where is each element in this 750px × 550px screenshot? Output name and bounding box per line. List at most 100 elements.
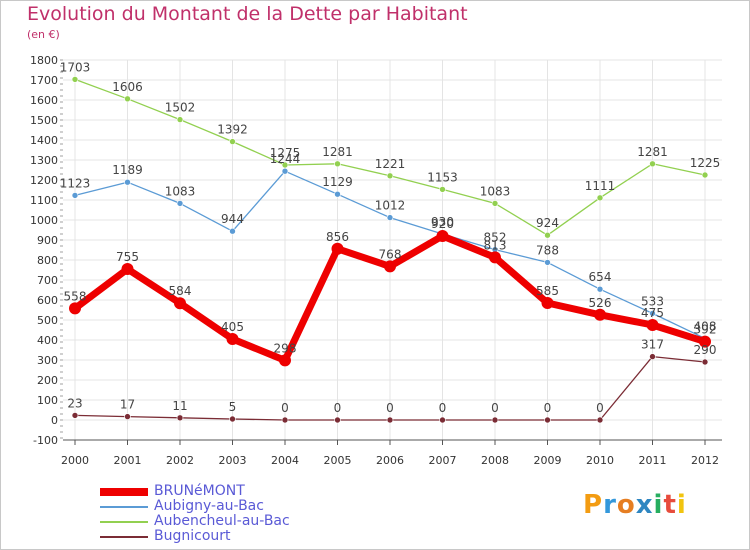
data-label: 1153 bbox=[427, 170, 458, 184]
y-tick-label: 1100 bbox=[30, 194, 58, 207]
y-tick-label: 1200 bbox=[30, 174, 58, 187]
y-tick-label: 1800 bbox=[30, 54, 58, 67]
legend-item: Aubigny-au-Bac bbox=[100, 499, 290, 514]
data-label: 1189 bbox=[112, 163, 143, 177]
data-point bbox=[229, 138, 236, 145]
y-tick-label: 400 bbox=[37, 334, 58, 347]
y-tick-label: 1600 bbox=[30, 94, 58, 107]
legend-item: Aubencheul-au-Bac bbox=[100, 514, 290, 529]
data-label: 1606 bbox=[112, 80, 143, 94]
data-label: 0 bbox=[281, 401, 289, 415]
data-label: 852 bbox=[484, 231, 507, 245]
data-labels: 558 755 584 405 298 856 768 920 813 585 526 475 392 1… bbox=[60, 60, 721, 415]
data-point bbox=[489, 251, 501, 264]
data-point bbox=[334, 160, 341, 168]
data-label: 768 bbox=[379, 247, 402, 261]
data-label: 755 bbox=[116, 250, 139, 264]
data-label: 584 bbox=[169, 284, 192, 298]
legend-swatch bbox=[100, 520, 148, 523]
data-label: 1281 bbox=[637, 145, 668, 159]
data-label: 856 bbox=[326, 230, 349, 244]
data-point bbox=[596, 416, 604, 424]
data-label: 0 bbox=[544, 401, 552, 415]
grid bbox=[63, 59, 722, 441]
data-point bbox=[699, 335, 711, 348]
y-tick-label: 900 bbox=[37, 234, 58, 247]
legend-label: Aubencheul-au-Bac bbox=[154, 513, 290, 529]
data-point bbox=[176, 200, 184, 207]
data-label: 408 bbox=[694, 319, 717, 333]
data-label: 1244 bbox=[270, 152, 301, 166]
data-point bbox=[701, 171, 709, 179]
data-label: 0 bbox=[334, 401, 342, 415]
legend-swatch bbox=[100, 487, 148, 496]
legend-label: Bugnicourt bbox=[154, 528, 231, 544]
x-tick-label: 2011 bbox=[639, 454, 667, 467]
data-label: 0 bbox=[386, 401, 394, 415]
data-point bbox=[596, 194, 604, 202]
data-label: 17 bbox=[120, 398, 135, 412]
y-tick-label: 1700 bbox=[30, 74, 58, 87]
data-point bbox=[439, 186, 446, 193]
x-tick-label: 2004 bbox=[271, 454, 299, 467]
data-label: 1225 bbox=[690, 156, 721, 170]
axes: -100010020030040050060070080090010001100… bbox=[30, 54, 722, 467]
data-point bbox=[71, 412, 79, 419]
data-point bbox=[649, 310, 656, 317]
data-point bbox=[386, 172, 394, 180]
data-label: 533 bbox=[641, 294, 664, 308]
data-point bbox=[174, 297, 186, 310]
data-label: 298 bbox=[274, 341, 297, 355]
y-tick-label: 1400 bbox=[30, 134, 58, 147]
x-tick-label: 2006 bbox=[376, 454, 404, 467]
y-tick-label: 1500 bbox=[30, 114, 58, 127]
data-point bbox=[229, 227, 236, 235]
data-label: 585 bbox=[536, 284, 559, 298]
legend-swatch bbox=[100, 535, 148, 538]
data-point bbox=[71, 76, 79, 83]
y-tick-label: 200 bbox=[37, 374, 58, 387]
data-point bbox=[384, 260, 396, 273]
data-label: 23 bbox=[67, 396, 82, 410]
data-label: 5 bbox=[229, 400, 237, 414]
series-layer bbox=[69, 76, 711, 424]
legend: BRUNéMONT Aubigny-au-Bac Aubencheul-au-Bac… bbox=[100, 484, 290, 544]
data-label: 1123 bbox=[60, 176, 91, 190]
data-point bbox=[544, 259, 551, 266]
data-point bbox=[491, 200, 499, 207]
data-point bbox=[124, 95, 131, 103]
data-label: 475 bbox=[641, 306, 664, 320]
proxiti-logo: Proxiti bbox=[583, 490, 687, 520]
y-tick-label: 800 bbox=[37, 254, 58, 267]
data-label: 813 bbox=[484, 238, 507, 252]
y-tick-label: -100 bbox=[33, 434, 58, 447]
data-point bbox=[646, 319, 659, 331]
logo-letter: t bbox=[663, 490, 677, 520]
data-label: 1703 bbox=[60, 60, 91, 74]
y-tick-label: 500 bbox=[37, 314, 58, 327]
data-label: 1221 bbox=[375, 157, 406, 171]
data-point bbox=[386, 416, 394, 424]
data-label: 1083 bbox=[165, 184, 196, 198]
legend-label: Aubigny-au-Bac bbox=[154, 498, 264, 514]
data-point bbox=[491, 416, 499, 424]
data-point bbox=[226, 333, 239, 345]
data-label: 1012 bbox=[375, 199, 406, 213]
data-point bbox=[176, 116, 184, 123]
data-point bbox=[124, 178, 131, 186]
data-point bbox=[596, 285, 604, 293]
data-label: 317 bbox=[641, 338, 664, 352]
y-tick-label: 100 bbox=[37, 394, 58, 407]
logo-letter: i bbox=[653, 490, 664, 520]
x-tick-label: 2005 bbox=[324, 454, 352, 467]
data-point bbox=[544, 416, 551, 424]
data-label: 944 bbox=[221, 212, 244, 226]
data-label: 290 bbox=[694, 343, 717, 357]
data-point bbox=[541, 297, 554, 309]
data-label: 1129 bbox=[322, 175, 353, 189]
data-label: 920 bbox=[431, 217, 454, 231]
x-tick-label: 2009 bbox=[534, 454, 562, 467]
legend-item: BRUNéMONT bbox=[100, 484, 290, 499]
data-point bbox=[69, 302, 81, 315]
